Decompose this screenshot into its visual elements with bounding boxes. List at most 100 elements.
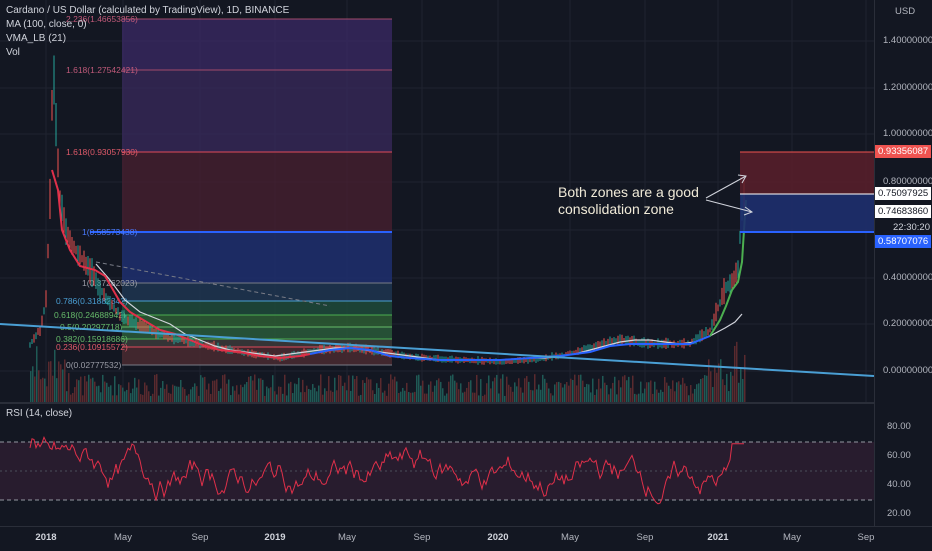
volume-bar xyxy=(368,379,370,402)
rsi-tick: 20.00 xyxy=(887,508,911,519)
volume-bar xyxy=(280,386,282,402)
volume-bar xyxy=(296,384,298,402)
volume-bar xyxy=(680,384,682,402)
volume-bar xyxy=(384,390,386,402)
volume-bar xyxy=(588,384,590,402)
rsi-legend[interactable]: RSI (14, close) xyxy=(6,408,73,419)
annotation-text[interactable]: Both zones are a good consolidation zone xyxy=(558,184,699,218)
fib-label: 0.786(0.31882342) xyxy=(56,296,128,306)
volume-bar xyxy=(440,381,442,402)
volume-bar xyxy=(644,388,646,402)
ma-legend[interactable]: MA (100, close, 0) xyxy=(6,19,87,30)
volume-bar xyxy=(728,391,730,402)
volume-bar xyxy=(118,384,120,402)
main-chart-pane[interactable]: 2.236(1.46653856) 1.618(1.27542421) 1.61… xyxy=(0,0,874,402)
volume-bar xyxy=(372,390,374,402)
pane-separator[interactable] xyxy=(0,402,874,404)
volume-bar xyxy=(304,392,306,402)
volume-bar xyxy=(128,382,130,402)
volume-bar xyxy=(438,378,440,402)
vol-legend[interactable]: Vol xyxy=(6,47,20,58)
volume-bar xyxy=(576,385,578,402)
volume-bar xyxy=(218,390,220,402)
volume-bar xyxy=(326,391,328,402)
volume-bar xyxy=(392,379,394,402)
volume-bar xyxy=(354,379,356,402)
volume-bar xyxy=(524,378,526,402)
volume-bar xyxy=(56,378,58,402)
volume-bar xyxy=(274,391,276,402)
volume-bar xyxy=(34,376,36,402)
volume-bar xyxy=(62,369,64,402)
long-support-trendline[interactable] xyxy=(0,323,874,377)
volume-bar xyxy=(476,374,478,402)
volume-bar xyxy=(244,384,246,402)
volume-bar xyxy=(416,375,418,402)
volume-bar xyxy=(606,385,608,402)
volume-bar xyxy=(626,380,628,402)
volume-bar xyxy=(698,383,700,402)
volume-bar xyxy=(36,346,38,402)
volume-bar xyxy=(104,381,106,402)
volume-bar xyxy=(458,389,460,402)
volume-bar xyxy=(96,386,98,402)
volume-bar xyxy=(408,392,410,402)
volume-bar xyxy=(566,382,568,402)
volume-bar xyxy=(594,394,596,402)
volume-bar xyxy=(126,389,128,402)
volume-bar xyxy=(320,374,322,402)
volume-bar xyxy=(510,386,512,402)
volume-bar xyxy=(718,363,720,402)
volume-bar xyxy=(334,377,336,402)
volume-bar xyxy=(222,375,224,402)
volume-bar xyxy=(216,379,218,402)
volume-bar xyxy=(162,381,164,402)
volume-bar xyxy=(404,390,406,402)
volume-bar xyxy=(464,391,466,402)
volume-bar xyxy=(58,361,60,402)
volume-bar xyxy=(230,395,232,402)
volume-bar xyxy=(744,354,746,402)
volume-bar xyxy=(550,393,552,402)
volume-bar xyxy=(656,389,658,402)
vma-legend[interactable]: VMA_LB (21) xyxy=(6,33,67,44)
volume-bar xyxy=(506,376,508,402)
price-axis[interactable]: USD 1.40000000 1.20000000 1.00000000 0.8… xyxy=(874,0,932,526)
volume-bar xyxy=(84,376,86,402)
rsi-pane[interactable] xyxy=(0,404,874,526)
volume-bar xyxy=(564,384,566,402)
volume-bar xyxy=(278,386,280,402)
fib-extension-zones[interactable] xyxy=(122,19,392,365)
dashed-trendline[interactable] xyxy=(95,261,331,307)
volume-bar xyxy=(338,375,340,402)
volume-bar xyxy=(166,384,168,402)
volume-bar xyxy=(730,371,732,402)
volume-bar xyxy=(100,392,102,402)
volume-bar xyxy=(52,375,54,402)
volume-bar xyxy=(424,393,426,402)
time-tick: 2021 xyxy=(707,532,729,543)
volume-bar xyxy=(402,387,404,402)
volume-bar xyxy=(232,386,234,402)
annotation-arrows[interactable] xyxy=(705,174,754,216)
volume-bar xyxy=(396,381,398,402)
volume-bar xyxy=(32,366,34,402)
volume-bar xyxy=(78,380,80,402)
volume-bar xyxy=(328,376,330,402)
price-tick: 0.00000000 xyxy=(883,365,932,376)
volume-bar xyxy=(72,392,74,402)
volume-bar xyxy=(614,376,616,402)
volume-bar xyxy=(714,367,716,402)
volume-bar xyxy=(636,394,638,402)
symbol-title[interactable]: Cardano / US Dollar (calculated by Tradi… xyxy=(6,5,290,16)
volume-bar xyxy=(428,384,430,402)
consolidation-zones[interactable] xyxy=(740,151,874,233)
currency-label[interactable]: USD xyxy=(895,6,916,17)
volume-bar xyxy=(578,374,580,402)
volume-bar xyxy=(560,382,562,402)
time-axis[interactable] xyxy=(0,526,932,551)
time-tick: May xyxy=(114,532,132,543)
volume-bar xyxy=(418,374,420,402)
volume-bar xyxy=(330,390,332,402)
volume-bar xyxy=(662,391,664,402)
